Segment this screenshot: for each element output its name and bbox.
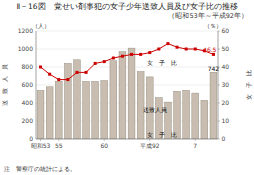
y-tick-label: 0 bbox=[29, 135, 33, 142]
x-tick bbox=[149, 139, 150, 141]
grid-line bbox=[36, 85, 218, 86]
y2-tick-label: 40 bbox=[222, 63, 230, 70]
y2-axis bbox=[218, 31, 219, 139]
line-marker bbox=[48, 73, 51, 76]
y-tick-label: 1000 bbox=[18, 45, 33, 52]
x-tick bbox=[104, 139, 105, 141]
x-tick bbox=[58, 139, 59, 141]
annotation: 46.5 bbox=[203, 46, 217, 53]
annotation: 女 子 比 bbox=[147, 59, 177, 66]
y-tick-label: 1200 bbox=[18, 27, 33, 34]
bar bbox=[64, 63, 71, 139]
bar bbox=[55, 81, 62, 139]
line-marker bbox=[94, 62, 97, 65]
grid-line bbox=[36, 67, 218, 68]
line-marker bbox=[103, 60, 106, 63]
line-marker bbox=[139, 53, 142, 56]
bar bbox=[37, 90, 44, 139]
x-tick bbox=[195, 139, 196, 141]
line-marker bbox=[176, 46, 179, 49]
line-marker bbox=[194, 48, 197, 51]
note: 注 警察庁の統計による。 bbox=[4, 165, 76, 172]
x-tick-label: 平成92 bbox=[140, 142, 160, 149]
grid-line bbox=[36, 139, 218, 140]
line-marker bbox=[166, 42, 169, 45]
title: Ⅱ－16図 覚せい剤事犯の女子少年送致人員及び女子比の推移 bbox=[16, 2, 237, 11]
bar bbox=[201, 100, 208, 139]
plot-area bbox=[37, 42, 217, 139]
bar bbox=[110, 61, 117, 139]
line-marker bbox=[57, 78, 60, 81]
y-tick-label: 200 bbox=[22, 117, 34, 124]
line-marker bbox=[121, 55, 124, 58]
line-marker bbox=[66, 78, 69, 81]
bar bbox=[210, 72, 217, 139]
line-marker bbox=[85, 71, 88, 74]
bar bbox=[83, 81, 90, 139]
x-tick-label: 7 bbox=[193, 142, 197, 149]
y2-tick-label: 30 bbox=[222, 81, 230, 88]
chart: Ⅱ－16図 覚せい剤事犯の女子少年送致人員及び女子比の推移（昭和53年～平成92… bbox=[0, 0, 254, 175]
line-marker bbox=[185, 48, 188, 51]
y-tick-label: 800 bbox=[22, 63, 34, 70]
bar bbox=[92, 81, 99, 139]
grid-line bbox=[36, 31, 218, 32]
x-tick-label: 60 bbox=[100, 142, 108, 149]
y-tick-label: 600 bbox=[22, 81, 34, 88]
bar bbox=[46, 87, 53, 139]
bar bbox=[101, 81, 108, 140]
y2-axis-label: 女 子 比 bbox=[246, 70, 252, 100]
y2-tick-label: 10 bbox=[222, 117, 230, 124]
bar bbox=[128, 48, 135, 139]
x-tick-label: 昭和53 bbox=[31, 142, 51, 149]
bar bbox=[119, 52, 126, 139]
y2-tick-label: 0 bbox=[222, 135, 226, 142]
line bbox=[41, 44, 214, 80]
y2-tick-label: 60 bbox=[222, 27, 230, 34]
x-tick bbox=[40, 139, 41, 141]
line-marker bbox=[112, 57, 115, 60]
line-marker bbox=[130, 53, 133, 56]
y-axis-label: 送 致 人 員 bbox=[2, 64, 8, 106]
subtitle: （昭和53年～平成92年） bbox=[168, 12, 248, 20]
y2-tick-label: 20 bbox=[222, 99, 230, 106]
line-marker bbox=[157, 48, 160, 51]
x-tick-label: 55 bbox=[55, 142, 63, 149]
y-tick-label: 400 bbox=[22, 99, 34, 106]
x-axis bbox=[36, 139, 218, 140]
annotation: 送致人員 bbox=[143, 106, 167, 113]
bar bbox=[74, 60, 81, 139]
y2-tick-label: 50 bbox=[222, 45, 230, 52]
bar bbox=[192, 93, 199, 139]
bar bbox=[183, 90, 190, 139]
grid-line bbox=[36, 121, 218, 122]
line-marker bbox=[75, 71, 78, 74]
annotation: 女 子 比 bbox=[147, 131, 177, 138]
annotation: 742 bbox=[208, 65, 220, 72]
grid-line bbox=[36, 103, 218, 104]
y-unit: （人） bbox=[32, 22, 50, 30]
y-axis bbox=[36, 31, 37, 139]
y2-unit: （％） bbox=[204, 22, 222, 30]
line-marker bbox=[39, 66, 42, 69]
line-marker bbox=[148, 51, 151, 54]
